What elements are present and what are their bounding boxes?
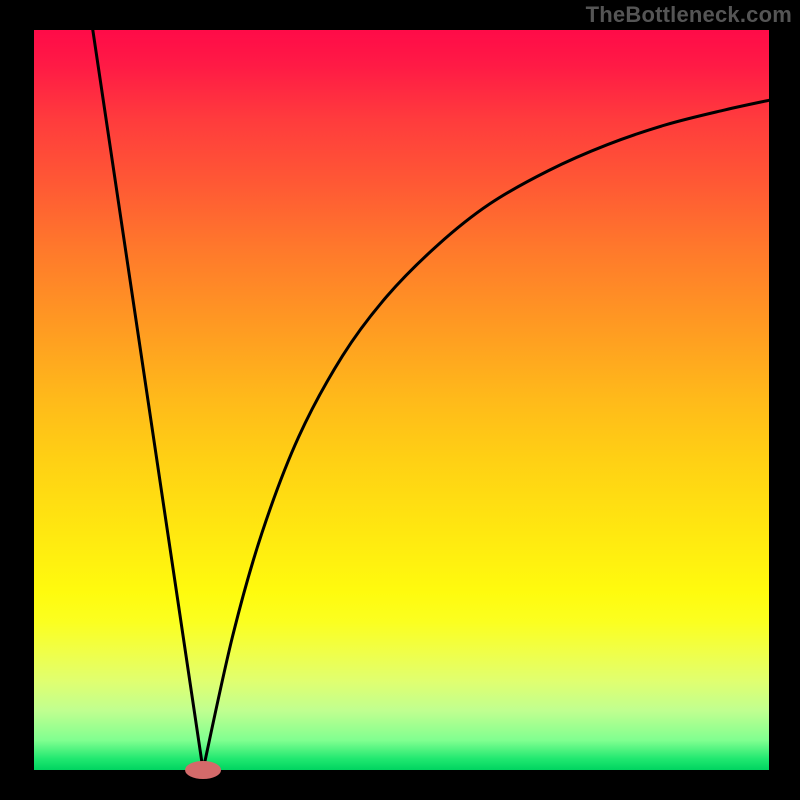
- optimal-marker: [185, 761, 221, 779]
- watermark-text: TheBottleneck.com: [586, 2, 792, 28]
- bottleneck-chart: [0, 0, 800, 800]
- plot-background: [34, 30, 769, 770]
- chart-container: { "watermark": { "text": "TheBottleneck.…: [0, 0, 800, 800]
